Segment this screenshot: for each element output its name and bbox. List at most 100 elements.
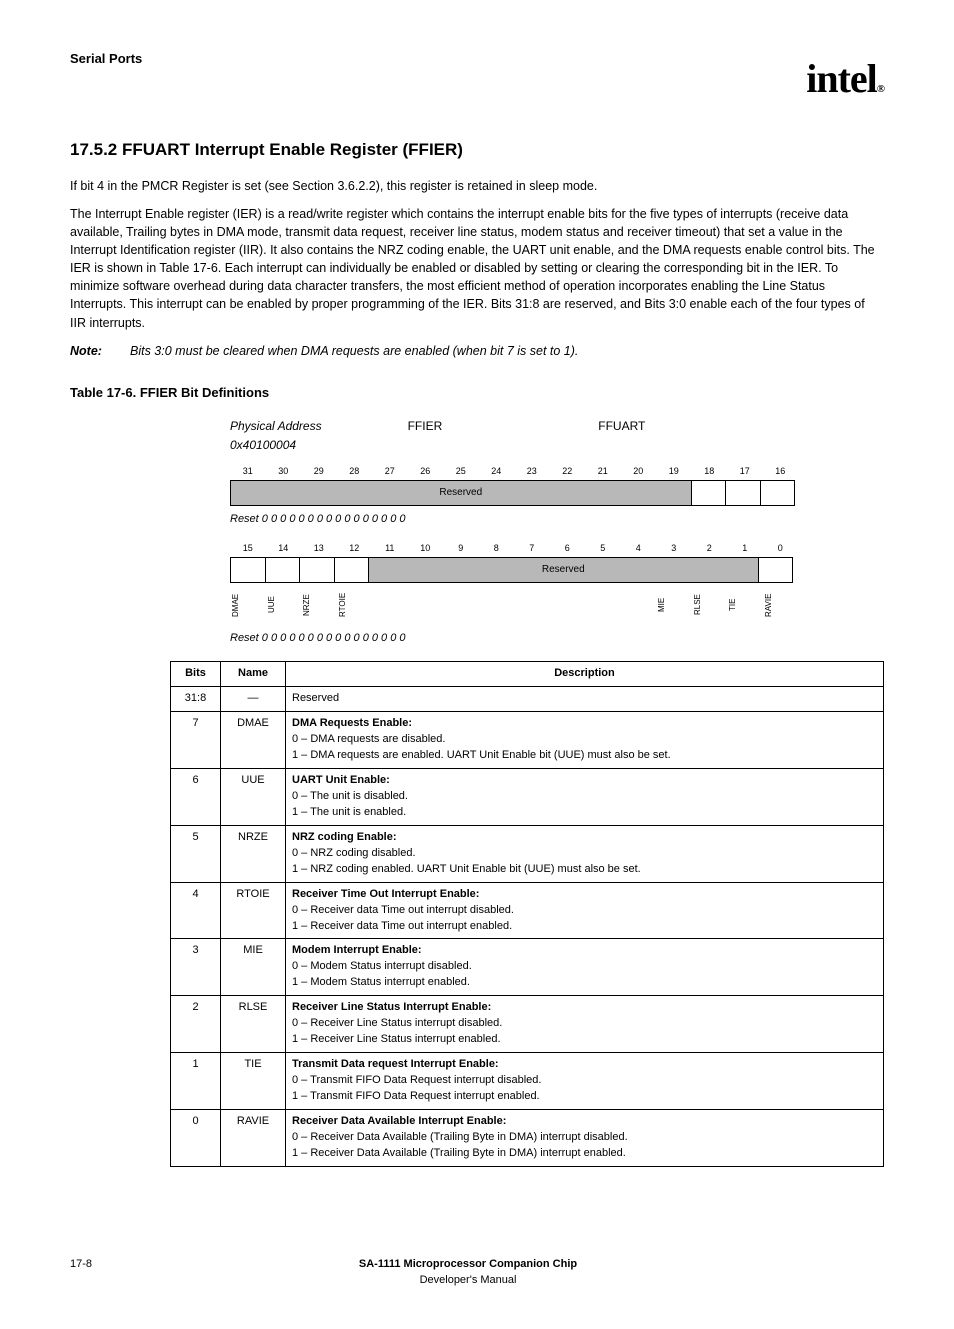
bit-number: 4 (621, 542, 657, 555)
bit-number: 10 (408, 542, 444, 555)
bit-number: 17 (727, 465, 763, 478)
table-row: 3MIEModem Interrupt Enable:0 – Modem Sta… (171, 939, 884, 996)
cell-desc: Transmit Data request Interrupt Enable:0… (286, 1053, 884, 1110)
bit-cell (334, 557, 370, 583)
cell-bits: 3 (171, 939, 221, 996)
cell-desc: Receiver Data Available Interrupt Enable… (286, 1109, 884, 1166)
cell-bits: 4 (171, 882, 221, 939)
bit-number: 5 (585, 542, 621, 555)
note-text: Bits 3:0 must be cleared when DMA reques… (130, 342, 578, 360)
cell-desc: Reserved (286, 687, 884, 712)
table-row: 4RTOIEReceiver Time Out Interrupt Enable… (171, 882, 884, 939)
bit-number: 20 (621, 465, 657, 478)
bit-cell: Reserved (230, 480, 692, 506)
note-block: Note: Bits 3:0 must be cleared when DMA … (70, 342, 884, 360)
field-label: DMAE (230, 585, 266, 625)
cell-name: — (221, 687, 286, 712)
bit-number: 12 (337, 542, 373, 555)
bit-number: 16 (763, 465, 799, 478)
table-row: 7DMAEDMA Requests Enable:0 – DMA request… (171, 712, 884, 769)
footer-doc-sub: Developer's Manual (420, 1274, 517, 1286)
cell-bits: 31:8 (171, 687, 221, 712)
meta-addr-value: 0x40100004 (230, 436, 328, 455)
cell-bits: 2 (171, 996, 221, 1053)
bit-number: 9 (443, 542, 479, 555)
bit-number: 15 (230, 542, 266, 555)
footer-doc-title: SA-1111 Microprocessor Companion Chip (359, 1258, 577, 1270)
note-label: Note: (70, 342, 110, 360)
meta-block: FFUART (448, 417, 651, 436)
bit-number: 11 (372, 542, 408, 555)
bit-number: 27 (372, 465, 408, 478)
table-row: 6UUEUART Unit Enable:0 – The unit is dis… (171, 769, 884, 826)
field-label (372, 585, 408, 625)
bit-number: 21 (585, 465, 621, 478)
field-label (443, 585, 479, 625)
bit-cell (299, 557, 335, 583)
bit-number: 1 (727, 542, 763, 555)
field-label: RLSE (692, 585, 728, 625)
cell-name: TIE (221, 1053, 286, 1110)
meta-addr-label: Physical Address (230, 417, 328, 436)
intel-logo: intel® (806, 50, 884, 108)
cell-bits: 6 (171, 769, 221, 826)
section-label: Serial Ports (70, 50, 142, 69)
field-label (550, 585, 586, 625)
bit-number: 0 (763, 542, 799, 555)
bit-number: 18 (692, 465, 728, 478)
reset-row-1: Reset 0 0 0 0 0 0 0 0 0 0 0 0 0 0 0 0 (230, 512, 884, 528)
paragraph-1: If bit 4 in the PMCR Register is set (se… (70, 177, 884, 195)
bit-cell (230, 557, 266, 583)
cell-name: UUE (221, 769, 286, 826)
cell-desc: Modem Interrupt Enable:0 – Modem Status … (286, 939, 884, 996)
register-title: 17.5.2 FFUART Interrupt Enable Register … (70, 138, 884, 163)
field-label: TIE (727, 585, 763, 625)
field-label: UUE (266, 585, 302, 625)
bit-diagram-row2: 1514131211109876543210 Reserved DMAEUUEN… (230, 542, 884, 625)
th-bits: Bits (171, 662, 221, 687)
logo-registered: ® (877, 83, 884, 95)
th-name: Name (221, 662, 286, 687)
bit-diagram-row1: 31302928272625242322212019181716 Reserve… (230, 465, 884, 506)
cell-desc: Receiver Time Out Interrupt Enable:0 – R… (286, 882, 884, 939)
table-header-row: Bits Name Description (171, 662, 884, 687)
bit-cell (691, 480, 727, 506)
field-label (621, 585, 657, 625)
bit-number: 3 (656, 542, 692, 555)
cell-desc: DMA Requests Enable:0 – DMA requests are… (286, 712, 884, 769)
cell-name: MIE (221, 939, 286, 996)
bit-cell (760, 480, 796, 506)
cell-name: DMAE (221, 712, 286, 769)
paragraph-2: The Interrupt Enable register (IER) is a… (70, 205, 884, 332)
cell-name: RLSE (221, 996, 286, 1053)
cell-name: NRZE (221, 825, 286, 882)
bit-number: 14 (266, 542, 302, 555)
cell-name: RAVIE (221, 1109, 286, 1166)
page-footer: 17-8 SA-1111 Microprocessor Companion Ch… (70, 1257, 884, 1289)
bit-cell (265, 557, 301, 583)
logo-text: intel (806, 56, 877, 101)
bit-number: 22 (550, 465, 586, 478)
field-label: MIE (656, 585, 692, 625)
field-label (585, 585, 621, 625)
bit-number: 19 (656, 465, 692, 478)
bit-number: 8 (479, 542, 515, 555)
bit-number: 28 (337, 465, 373, 478)
table-caption: Table 17-6. FFIER Bit Definitions (70, 384, 884, 403)
cell-bits: 5 (171, 825, 221, 882)
table-row: 5NRZENRZ coding Enable:0 – NRZ coding di… (171, 825, 884, 882)
bit-number: 13 (301, 542, 337, 555)
page-header: Serial Ports intel® (70, 50, 884, 108)
bit-number: 6 (550, 542, 586, 555)
field-label: RTOIE (337, 585, 373, 625)
table-row: 2RLSEReceiver Line Status Interrupt Enab… (171, 996, 884, 1053)
table-row: 0RAVIEReceiver Data Available Interrupt … (171, 1109, 884, 1166)
register-meta: Physical Address FFIER FFUART 0x40100004 (230, 417, 884, 456)
field-label: NRZE (301, 585, 337, 625)
bit-cell (725, 480, 761, 506)
meta-name: FFIER (328, 417, 449, 436)
cell-bits: 7 (171, 712, 221, 769)
bit-number: 31 (230, 465, 266, 478)
th-desc: Description (286, 662, 884, 687)
bit-number: 26 (408, 465, 444, 478)
